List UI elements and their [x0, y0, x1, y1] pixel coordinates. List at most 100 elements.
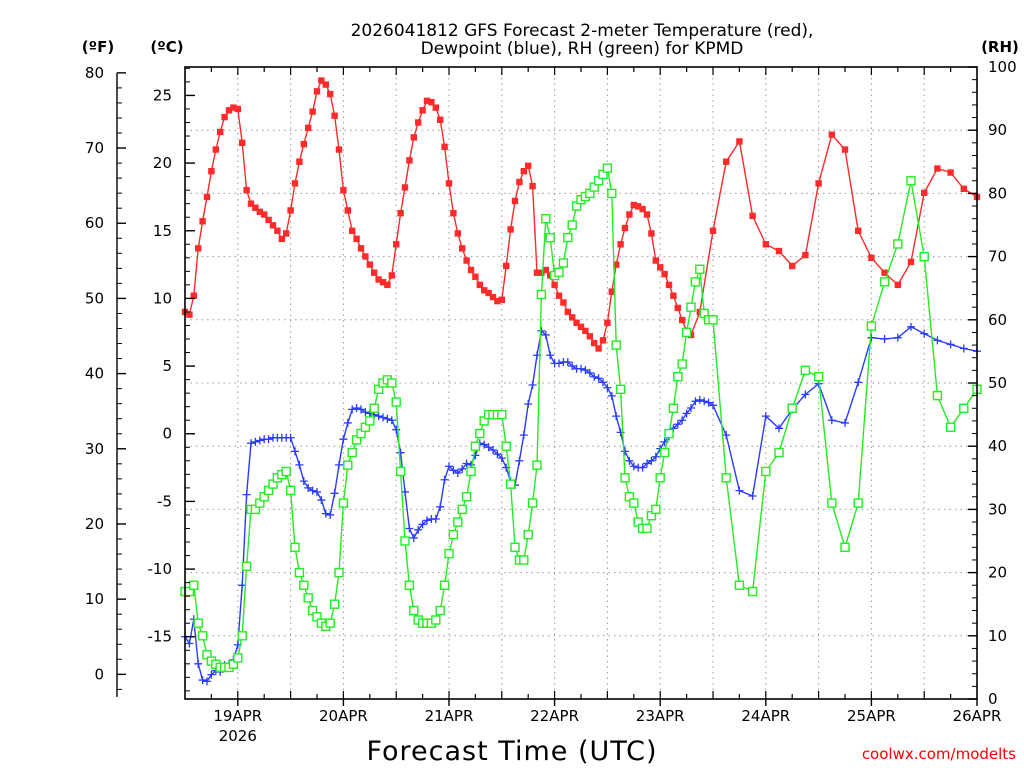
x-axis-title: Forecast Time (UTC) [366, 736, 657, 767]
temperature-point [300, 140, 307, 148]
temperature-point [318, 77, 325, 84]
rh-point [541, 213, 551, 224]
temperature-point [520, 168, 527, 175]
rh-point [642, 523, 652, 534]
dewpoint-point [343, 418, 352, 427]
celsius-tick-label: 20 [153, 154, 172, 172]
dewpoint-point [396, 448, 405, 457]
temperature-point [393, 241, 400, 248]
dewpoint-point [959, 344, 968, 353]
temperature-point [736, 138, 743, 145]
rh-tick-label: 40 [988, 437, 1007, 455]
rh-point [325, 618, 335, 628]
axes: 0 10 20 30 40 50 60 70 80 -15 -10 -5 0 5 10 15 20 25 0 10 20… [85, 58, 1017, 745]
temperature-point [278, 235, 285, 243]
temperature-point [441, 143, 448, 151]
rh-point [233, 653, 243, 663]
rh-point [387, 378, 397, 388]
temperature-point [894, 281, 901, 289]
dewpoint-point [480, 440, 489, 449]
rh-point [501, 441, 511, 451]
temperature-point [868, 254, 875, 262]
temperature-point [775, 247, 783, 255]
rh-point [193, 618, 203, 628]
temperature-point [379, 278, 387, 286]
temperature-point [591, 339, 598, 347]
dewpoint-point [361, 408, 370, 417]
temperature-point [190, 292, 197, 299]
dewpoint-point [933, 336, 942, 345]
temperature-point [511, 197, 519, 205]
dewpoint-point [629, 462, 638, 471]
rh-point [343, 460, 353, 470]
temperature-point [415, 119, 422, 126]
temperature-point [467, 266, 475, 274]
rh-point [629, 498, 639, 508]
rh-point [519, 555, 529, 565]
temperature-point [569, 314, 576, 321]
dewpoint-point [761, 412, 770, 421]
rh-point [906, 176, 916, 186]
dewpoint-point [687, 404, 695, 413]
temperature-point [639, 205, 646, 213]
temperature-point [595, 345, 602, 352]
rh-point [673, 371, 683, 382]
chart-title-line-1: 2026041812 GFS Forecast 2-meter Temperat… [351, 21, 814, 41]
dewpoint-point [880, 335, 889, 344]
rh-tick-label: 80 [988, 184, 1007, 202]
dewpoint-point [555, 359, 563, 368]
temperature-point [243, 186, 250, 194]
temperature-point [652, 257, 659, 264]
temperature-point [322, 81, 329, 88]
temperature-point [828, 131, 835, 138]
rh-tick-label: 0 [988, 690, 998, 708]
rh-point [365, 416, 375, 426]
temperature-point [445, 180, 453, 187]
rh-point [475, 428, 485, 439]
dewpoint-point [352, 404, 361, 413]
rh-point [827, 498, 837, 508]
dewpoint-point [462, 459, 471, 468]
dewpoint-point [519, 431, 528, 440]
rh-point [536, 289, 547, 300]
dewpoint-point [313, 487, 321, 496]
rh-point [747, 586, 758, 597]
dewpoint-point [418, 520, 427, 529]
dewpoint-point [621, 447, 629, 456]
rh-point [189, 580, 199, 590]
temperature-point [648, 230, 655, 237]
dewpoint-point [599, 378, 607, 387]
rh-point [523, 529, 533, 540]
rh-point [439, 580, 450, 590]
temperature-point [274, 227, 281, 234]
dewpoint-point [387, 416, 396, 425]
temperature-point [450, 209, 457, 217]
temperature-point [560, 299, 567, 306]
rh-tick-label: 60 [988, 311, 1007, 329]
dewpoint-point [295, 460, 304, 469]
fahrenheit-unit-label: (ºF) [82, 38, 114, 56]
dewpoint-point [304, 483, 313, 492]
rh-point [893, 239, 903, 249]
dewpoint-point [471, 451, 480, 460]
dewpoint-point [625, 456, 634, 465]
rh-point [457, 504, 467, 515]
dewpoint-point [308, 486, 317, 495]
dewpoint-point [594, 374, 603, 383]
celsius-tick-label: 0 [162, 425, 172, 443]
rh-point [567, 220, 577, 230]
rh-point [945, 422, 956, 432]
dewpoint-point [700, 397, 709, 406]
temperature-point [472, 273, 479, 280]
rh-point [620, 473, 630, 483]
celsius-unit-label: (ºC) [150, 38, 183, 56]
rh-tick-label: 90 [988, 121, 1007, 139]
rh-point [294, 567, 305, 578]
dewpoint-point [414, 525, 423, 534]
temperature-point [608, 288, 615, 295]
temperature-point [586, 333, 593, 340]
celsius-tick-label: -5 [157, 492, 172, 510]
dewpoint-point [673, 420, 682, 429]
rh-point [466, 466, 476, 477]
rh-point [545, 232, 555, 243]
